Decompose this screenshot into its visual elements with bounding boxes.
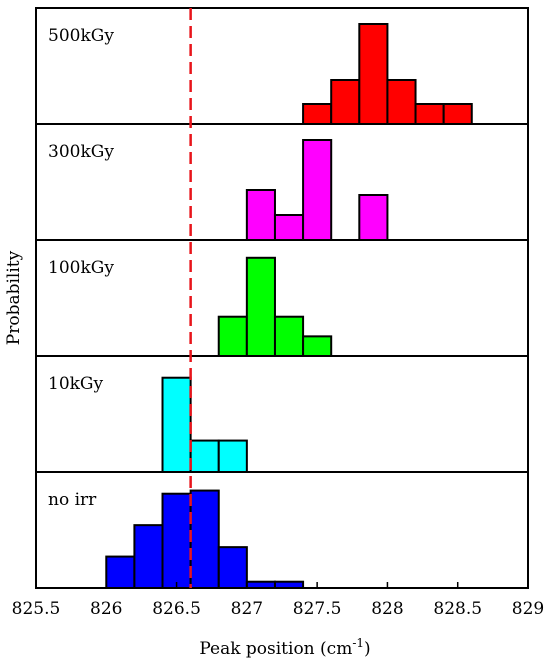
panel-label-1: 300kGy <box>48 142 114 162</box>
bar-panel-3-1 <box>189 439 220 474</box>
x-tick-label-5: 828 <box>371 599 403 619</box>
panel-label-0: 500kGy <box>48 26 114 46</box>
panel-4: no irr <box>35 471 529 590</box>
bar-panel-2-2 <box>273 315 305 358</box>
bar-panel-0-2 <box>358 23 389 125</box>
y-axis-title: Probability <box>4 250 24 345</box>
bar-panel-2-0 <box>217 315 248 358</box>
x-axis-title: Peak position (cm-1) <box>199 636 370 659</box>
panel-label-2: 100kGy <box>48 258 114 278</box>
bar-panel-3-2 <box>217 439 248 474</box>
panel-3: 10kGy <box>35 355 529 474</box>
bar-panel-0-4 <box>414 103 445 125</box>
bar-panel-3-0 <box>161 376 192 474</box>
x-tick-label-4: 827.5 <box>293 599 342 619</box>
bar-panel-1-0 <box>245 189 276 241</box>
panel-frame-4 <box>35 471 529 589</box>
panels-group: 500kGy 300kGy 100kGy 10kGy no irr <box>35 7 529 590</box>
panel-label-4: no irr <box>48 490 97 510</box>
bar-panel-4-2 <box>161 492 192 590</box>
x-tick-label-7: 829 <box>512 599 544 619</box>
x-tick-label-1: 826 <box>90 599 122 619</box>
x-tick-label-6: 828.5 <box>433 599 482 619</box>
x-tick-label-0: 825.5 <box>12 599 61 619</box>
bar-panel-4-3 <box>189 489 220 590</box>
bar-panel-2-1 <box>245 256 276 357</box>
bar-panel-1-2 <box>302 139 333 241</box>
panel-0: 500kGy <box>35 7 529 125</box>
bar-panel-4-4 <box>217 546 248 590</box>
panel-1: 300kGy <box>35 123 529 241</box>
bar-panel-1-3 <box>358 194 389 241</box>
bar-panel-2-3 <box>302 335 333 358</box>
bar-panel-0-3 <box>386 79 417 125</box>
x-tick-label-2: 826.5 <box>152 599 201 619</box>
bar-panel-4-1 <box>133 524 164 590</box>
panel-2: 100kGy <box>35 239 529 358</box>
bar-panel-1-1 <box>273 214 305 241</box>
panel-frame-3 <box>35 355 529 473</box>
bar-panel-0-5 <box>442 103 473 125</box>
bar-panel-4-0 <box>105 555 136 589</box>
panel-label-3: 10kGy <box>48 374 104 394</box>
bar-panel-0-1 <box>330 79 361 125</box>
x-tick-label-3: 827 <box>231 599 263 619</box>
x-axis: 825.5 826 826.5 827 827.5 828 828.5 829 <box>12 582 544 619</box>
bar-panel-0-0 <box>302 103 333 125</box>
